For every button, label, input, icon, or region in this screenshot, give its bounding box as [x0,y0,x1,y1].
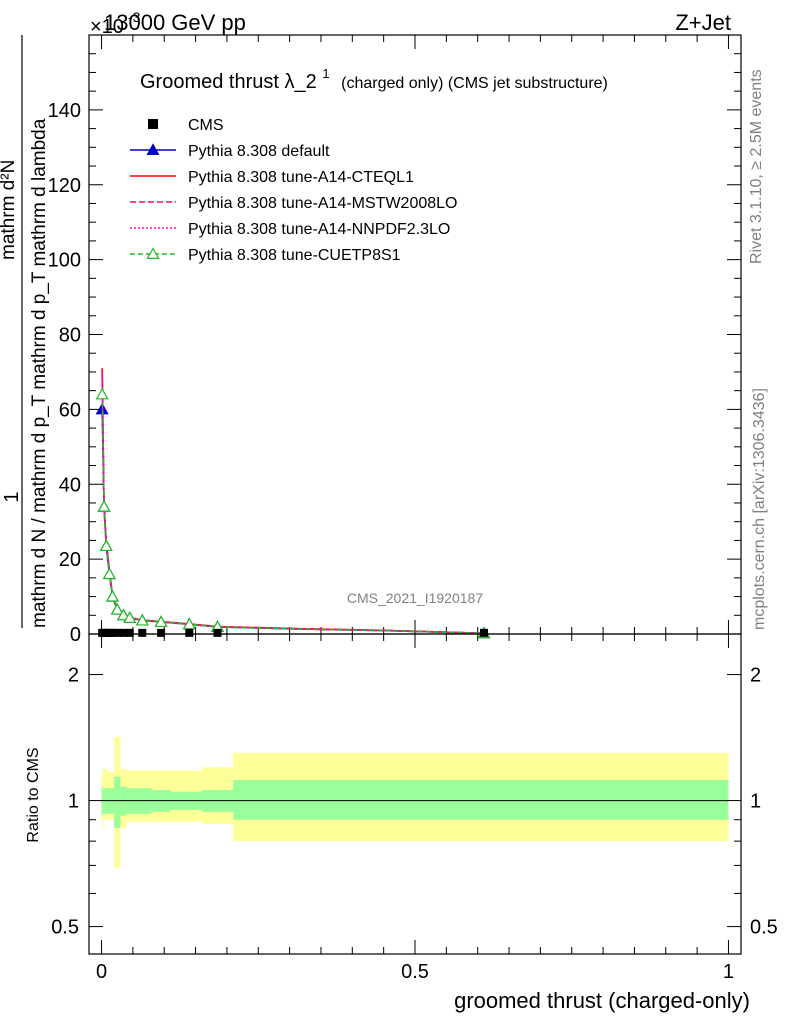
header-exponent-power: -3 [128,9,141,25]
ratio-y-tick-label-right: 0.5 [750,917,778,939]
legend-data-label: CMS [188,117,224,134]
plot-title: Groomed thrust λ_2 1 (charged only) (CMS… [140,61,608,93]
main-plot-frame [88,34,742,635]
series-cuetp8s1-marker [99,539,113,552]
legend-cuetp8s1-label: Pythia 8.308 tune-CUETP8S1 [188,247,401,264]
series-cuetp8s1-marker [95,387,109,400]
header-process-label: Z+Jet [675,10,731,35]
series-cuetp8s1-marker [102,567,116,580]
cms-data-point [119,628,128,637]
ylabel-top: mathrm d²N [0,160,19,260]
y-tick-label: 140 [48,100,81,122]
legend-cteql1-label: Pythia 8.308 tune-A14-CTEQL1 [188,169,414,186]
ratio-x-axis: 0 0.5 1 [96,634,734,983]
ratio-inner-band [120,786,127,816]
cms-data-point [213,628,222,637]
cms-data-point [125,628,134,637]
rivet-version-label: Rivet 3.1.10, ≥ 2.5M events [748,69,765,264]
legend-mstw-label: Pythia 8.308 tune-A14-MSTW2008LO [188,195,457,212]
main-y-axis-label: 1 mathrm d N / mathrm d p_T mathrm d p_T… [0,35,50,628]
y-tick-label: 100 [48,250,81,272]
legend: CMS Pythia 8.308 default Pythia 8.308 tune… [130,117,457,264]
ratio-inner-band [114,776,121,828]
cms-data-point [479,628,488,637]
series-cuetp8s1-marker [135,613,149,626]
main-curves [95,368,491,639]
series-cuetp8s1-marker [123,611,137,623]
header-energy-label: 13000 GeV pp [104,10,246,35]
series-cuetp8s1-marker [110,602,124,615]
series-cuetp8s1-marker [97,499,111,512]
plot-title-main: Groomed thrust [140,71,279,93]
ratio-y-axis-label: Ratio to CMS [25,747,42,842]
legend-nnpdf-label: Pythia 8.308 tune-A14-NNPDF2.3LO [188,221,450,238]
ratio-inner-band [101,786,103,816]
series-cuetp8s1-line [101,394,485,635]
cms-data-point [138,628,147,637]
cms-data-point [108,628,117,637]
main-plot-panel: 0 20 40 60 80 100 120 140 [48,34,742,646]
analysis-watermark: CMS_2021_I1920187 [347,590,483,606]
ylabel-denominator: mathrm d N / mathrm d p_T mathrm d p_T m… [29,118,50,628]
cms-data-point [113,628,122,637]
y-tick-label: 60 [59,399,81,421]
plot-title-lambda: λ_2 [285,71,317,93]
ratio-y-tick-label-right: 1 [750,791,761,813]
ylabel-numerator: 1 [1,491,23,502]
legend-default-marker [146,143,160,155]
legend-default-label: Pythia 8.308 default [188,143,330,160]
y-tick-label: 40 [59,474,81,496]
y-tick-label: 80 [59,325,81,347]
main-y-axis: 0 20 40 60 80 100 120 140 [48,35,741,646]
plot-title-sup: 1 [322,66,329,81]
x-axis-label: groomed thrust (charged-only) [454,988,750,1013]
ratio-plot-panel: 0.5 0.51 12 2 0 0.5 1 [51,633,778,983]
series-cuetp8s1-marker [116,608,131,621]
y-tick-label: 20 [59,549,81,571]
cms-data-points [98,628,488,637]
plot-title-rest: (charged only) (CMS jet substructure) [341,75,608,92]
ratio-y-tick-label-right: 2 [750,665,761,687]
x-tick-label: 0 [96,961,107,983]
series-nnpdf-line [101,375,485,635]
ratio-inner-band [233,779,729,820]
ratio-uncertainty-bands [101,736,729,869]
y-tick-label: 0 [70,624,81,646]
series-cuetp8s1-marker [154,615,168,628]
series-cuetp8s1-marker [182,617,196,630]
legend-cms-marker [148,119,158,129]
mcplots-label: mcplots.cern.ch [arXiv:1306.3436] [751,388,768,630]
ratio-y-tick-label: 1 [68,791,79,813]
cms-data-point [185,628,194,637]
legend-cuetp8s1-marker [146,247,160,259]
header-exponent-label: ×10 [90,16,124,38]
ratio-y-axis: 0.5 0.5 1 1 2 2 [51,665,778,939]
ratio-y-tick-label: 0.5 [51,917,79,939]
ratio-y-tick-label: 2 [68,665,79,687]
svg-text:Groomed thrust λ_2: Groomed thrust λ_2 1 (charged only) (CMS… [140,61,608,93]
x-tick-label: 0.5 [401,961,429,983]
cms-data-point [157,628,166,637]
y-tick-label: 120 [48,175,81,197]
x-tick-label: 1 [723,961,734,983]
series-cuetp8s1-marker [105,589,120,602]
